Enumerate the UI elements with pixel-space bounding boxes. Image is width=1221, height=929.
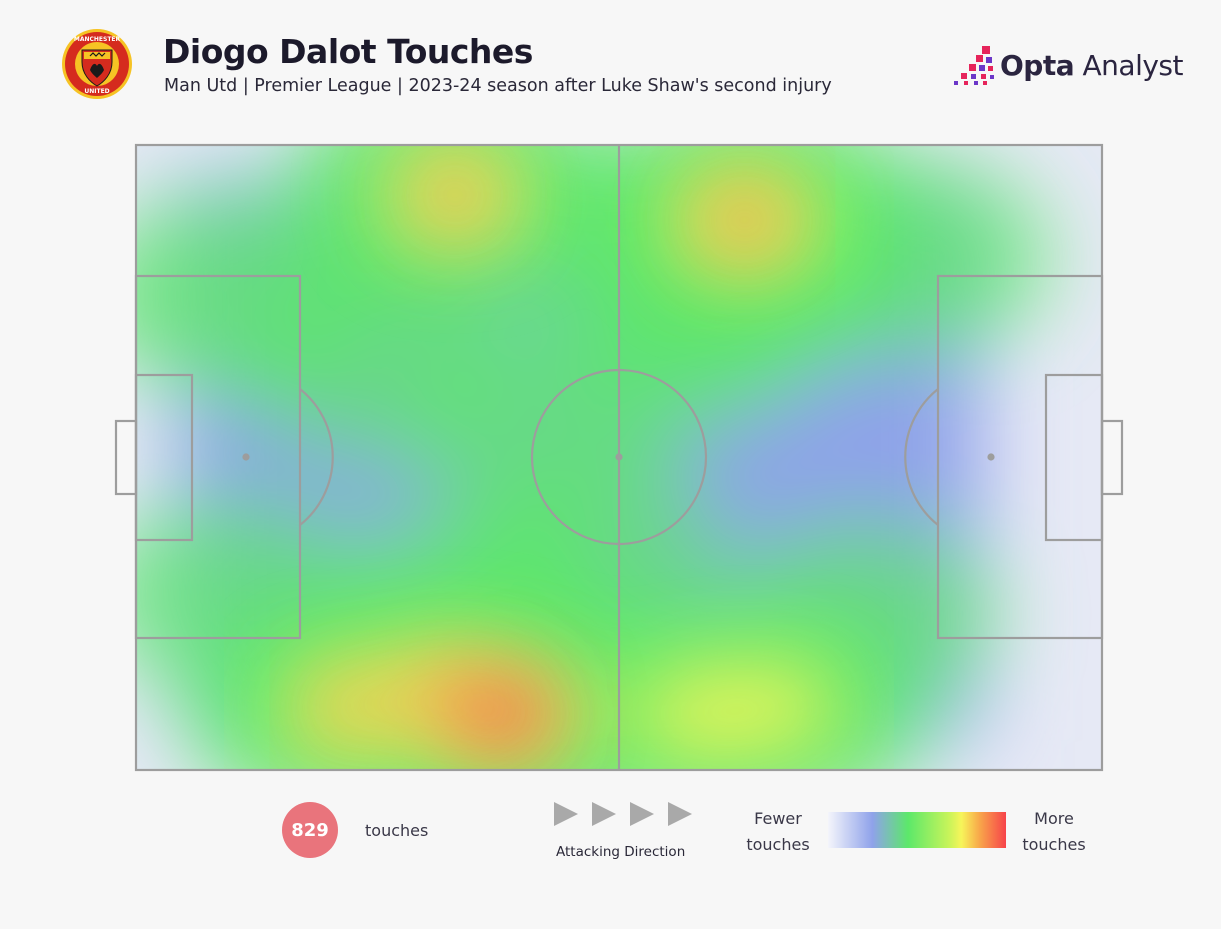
right-penalty-arc xyxy=(904,388,939,526)
brand-name-light: Analyst xyxy=(1074,49,1184,82)
right-goal xyxy=(1100,419,1124,496)
direction-arrow-icon xyxy=(668,802,692,826)
heatmap-hotspot-4-hot xyxy=(406,665,485,725)
attacking-direction-arrows xyxy=(554,802,692,826)
pitch-heatmap xyxy=(114,143,1124,772)
manchester-united-crest-icon: MANCHESTER UNITED xyxy=(62,29,132,99)
heatmap-hotspot-15-green xyxy=(452,454,729,649)
pitch-lines xyxy=(114,143,1124,772)
legend-min-label: Fewer touches xyxy=(746,809,810,854)
attacking-direction-label: Attacking Direction xyxy=(556,844,686,860)
legend-color-scale xyxy=(828,812,1006,848)
left-penalty-arc xyxy=(299,388,334,526)
brand-name-bold: Opta xyxy=(1000,49,1075,82)
heatmap-hotspot-0-hot xyxy=(417,166,492,224)
page-subtitle: Man Utd | Premier League | 2023-24 seaso… xyxy=(164,76,832,96)
center-circle xyxy=(530,368,708,546)
left-goal xyxy=(114,419,138,496)
svg-text:UNITED: UNITED xyxy=(84,88,109,95)
page-title: Diogo Dalot Touches xyxy=(163,32,533,71)
legend-max-label: More touches xyxy=(1022,809,1086,854)
direction-arrow-icon xyxy=(592,802,616,826)
heatmap-layer xyxy=(136,145,1052,770)
heatmap-hotspot-13-green xyxy=(766,157,1052,358)
direction-arrow-icon xyxy=(630,802,654,826)
heatmap-hotspot-5-hot xyxy=(316,682,381,733)
svg-text:MANCHESTER: MANCHESTER xyxy=(74,36,121,43)
right-penalty-spot xyxy=(987,453,995,461)
brand-logo: Opta Analyst xyxy=(952,44,1183,90)
heatmap-hotspot-1-hot xyxy=(701,187,789,253)
touch-count-label: touches xyxy=(365,821,429,840)
legend-gradient xyxy=(828,812,1006,848)
opta-mark-icon xyxy=(954,46,994,85)
heatmap-hotspot-14-green xyxy=(534,232,820,433)
direction-arrow-icon xyxy=(554,802,578,826)
heatmap-hotspot-9-green xyxy=(136,494,376,696)
left-penalty-spot xyxy=(242,453,250,461)
heatmap-hotspot-7-yellow xyxy=(709,660,838,755)
touch-count-badge: 829 xyxy=(282,802,338,858)
center-spot xyxy=(615,453,623,461)
